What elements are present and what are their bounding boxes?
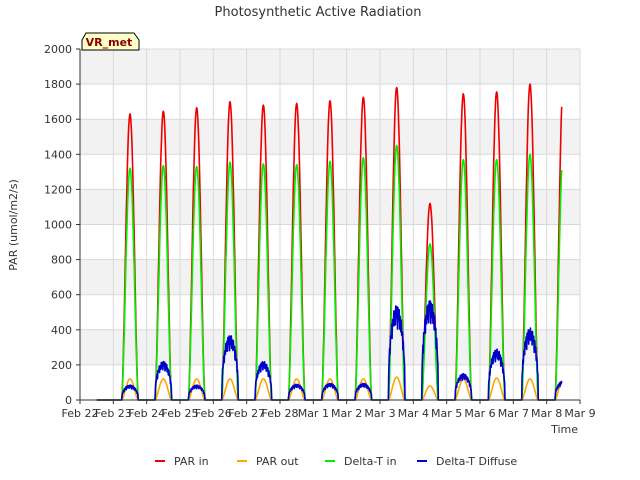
x-tick-label: Mar 5 [431, 407, 462, 420]
plot-band [80, 49, 580, 85]
y-tick-label: 400 [51, 324, 72, 337]
x-tick-label: Feb 24 [128, 407, 165, 420]
y-tick-label: 0 [65, 394, 72, 407]
badge-label: VR_met [86, 36, 133, 49]
x-tick-label: Mar 1 [298, 407, 329, 420]
legend-label: PAR out [256, 455, 299, 468]
legend-label: PAR in [174, 455, 209, 468]
x-tick-label: Feb 25 [162, 407, 199, 420]
x-tick-label: Feb 22 [62, 407, 99, 420]
chart-title: Photosynthetic Active Radiation [215, 5, 422, 20]
plot-band [80, 329, 580, 365]
y-tick-label: 1800 [44, 78, 72, 91]
y-tick-label: 800 [51, 254, 72, 267]
plot-band [80, 259, 580, 295]
x-tick-label: Feb 27 [228, 407, 265, 420]
legend-label: Delta-T Diffuse [436, 455, 517, 468]
plot-band [80, 119, 580, 155]
y-tick-label: 1600 [44, 113, 72, 126]
legend: PAR in PAR out Delta-T in Delta-T Diffuse [155, 455, 517, 468]
x-tick-label: Mar 6 [464, 407, 495, 420]
x-tick-label: Mar 2 [331, 407, 362, 420]
x-tick-label: Feb 28 [262, 407, 299, 420]
y-tick-label: 1400 [44, 148, 72, 161]
y-tick-label: 1200 [44, 183, 72, 196]
plot-band [80, 189, 580, 225]
site-badge: VR_met [81, 32, 140, 51]
y-tick-label: 200 [51, 359, 72, 372]
x-tick-label: Feb 23 [95, 407, 132, 420]
x-axis-label: Time [550, 423, 578, 436]
y-tick-label: 2000 [44, 43, 72, 56]
y-tick-labels: 0 200 400 600 800 1000 1200 1400 1600 1800 2000 [44, 43, 80, 407]
y-axis-label: PAR (umol/m2/s) [7, 179, 20, 271]
x-tick-label: Feb 26 [195, 407, 232, 420]
badge-shape [81, 32, 140, 51]
y-tick-label: 1000 [44, 219, 72, 232]
legend-label: Delta-T in [344, 455, 397, 468]
x-tick-label: Mar 3 [364, 407, 395, 420]
x-tick-label: Mar 8 [531, 407, 562, 420]
x-tick-label: Mar 9 [564, 407, 595, 420]
x-tick-label: Mar 4 [398, 407, 429, 420]
x-tick-label: Mar 7 [498, 407, 529, 420]
y-tick-label: 600 [51, 289, 72, 302]
